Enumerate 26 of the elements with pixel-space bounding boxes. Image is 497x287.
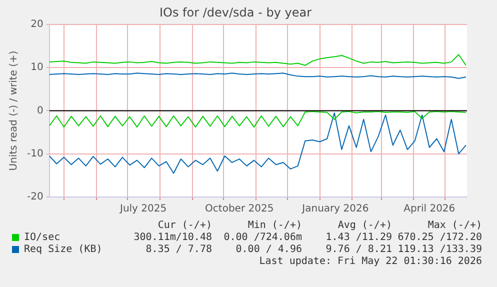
x-tick-label: July 2025 xyxy=(118,204,167,215)
y-tick-label: -10 xyxy=(26,148,44,160)
y-tick-label: 10 xyxy=(30,62,44,74)
y-tick-label: 20 xyxy=(30,18,44,30)
y-tick-label: -20 xyxy=(26,192,44,203)
text: Min (-/+) xyxy=(246,220,302,231)
text: 1.43 /11.29 xyxy=(324,232,392,243)
x-tick-label: January 2026 xyxy=(301,204,369,215)
text: 0.00 /724.06m xyxy=(222,232,302,243)
text: Avg (-/+) xyxy=(336,220,392,231)
text: 119.13 /133.39 xyxy=(396,244,482,255)
legend-label: IO/sec xyxy=(24,232,60,243)
y-axis-title: Units read (-) / write (+) xyxy=(8,50,20,171)
text: 300.11m/10.48 xyxy=(132,232,212,243)
text: 0.00 / 4.96 xyxy=(234,244,302,255)
x-tick-label: April 2026 xyxy=(404,204,456,215)
text: Cur (-/+) xyxy=(156,220,212,231)
x-tick-label: October 2025 xyxy=(205,204,274,215)
text: 670.25 /172.20 xyxy=(396,232,482,243)
text: 9.76 / 8.21 xyxy=(324,244,392,255)
text: 8.35 / 7.78 xyxy=(144,244,212,255)
chart-title: IOs for /dev/sda - by year xyxy=(159,5,312,20)
text: Max (-/+) xyxy=(426,220,482,231)
y-tick-label: 0 xyxy=(36,105,44,116)
text: Last update: Fri May 22 01:30:16 2026 xyxy=(258,256,482,267)
legend-label: Req Size (KB) xyxy=(24,244,102,255)
